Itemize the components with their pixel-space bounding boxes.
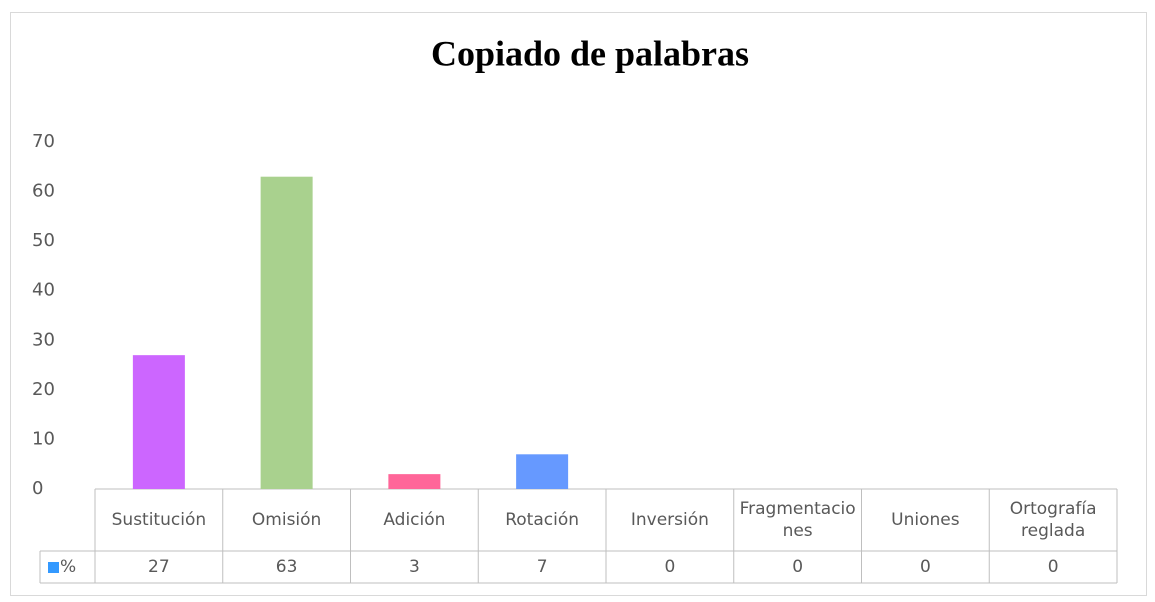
y-tick-label: 50: [32, 230, 55, 251]
x-tick-label: Uniones: [891, 509, 960, 530]
x-tick-label: Fragmentaciones: [739, 498, 856, 541]
x-tick-label: Ortografía reglada: [1009, 498, 1097, 541]
x-tick-label: Sustitución: [111, 509, 207, 530]
y-tick-label: 60: [32, 181, 55, 202]
legend-key: [48, 562, 59, 573]
table-value: 7: [536, 556, 548, 577]
chart-border: [10, 12, 1147, 596]
table-value: 0: [792, 556, 804, 577]
table-value: 3: [408, 556, 420, 577]
bar: [388, 474, 441, 489]
chart-title: Copiado de palabras: [431, 33, 749, 73]
y-tick-label: 20: [32, 379, 55, 400]
table-value: 27: [148, 556, 170, 577]
y-tick-label: 40: [32, 280, 55, 301]
table-value: 0: [664, 556, 676, 577]
y-tick-label: 70: [32, 131, 55, 152]
bar: [260, 176, 313, 489]
table-value: 0: [1047, 556, 1059, 577]
x-tick-label: Rotación: [505, 509, 580, 530]
y-tick-label: 30: [32, 329, 55, 350]
x-tick-label: Inversión: [630, 509, 709, 530]
bar: [132, 355, 185, 489]
y-tick-label: 0: [32, 478, 43, 499]
bar: [516, 454, 569, 489]
table-value: 63: [275, 556, 298, 577]
x-tick-label: Omisión: [251, 509, 322, 530]
x-tick-label: Adición: [383, 509, 446, 530]
legend-label: %: [60, 556, 77, 577]
table-value: 0: [919, 556, 931, 577]
y-tick-label: 10: [32, 428, 55, 449]
